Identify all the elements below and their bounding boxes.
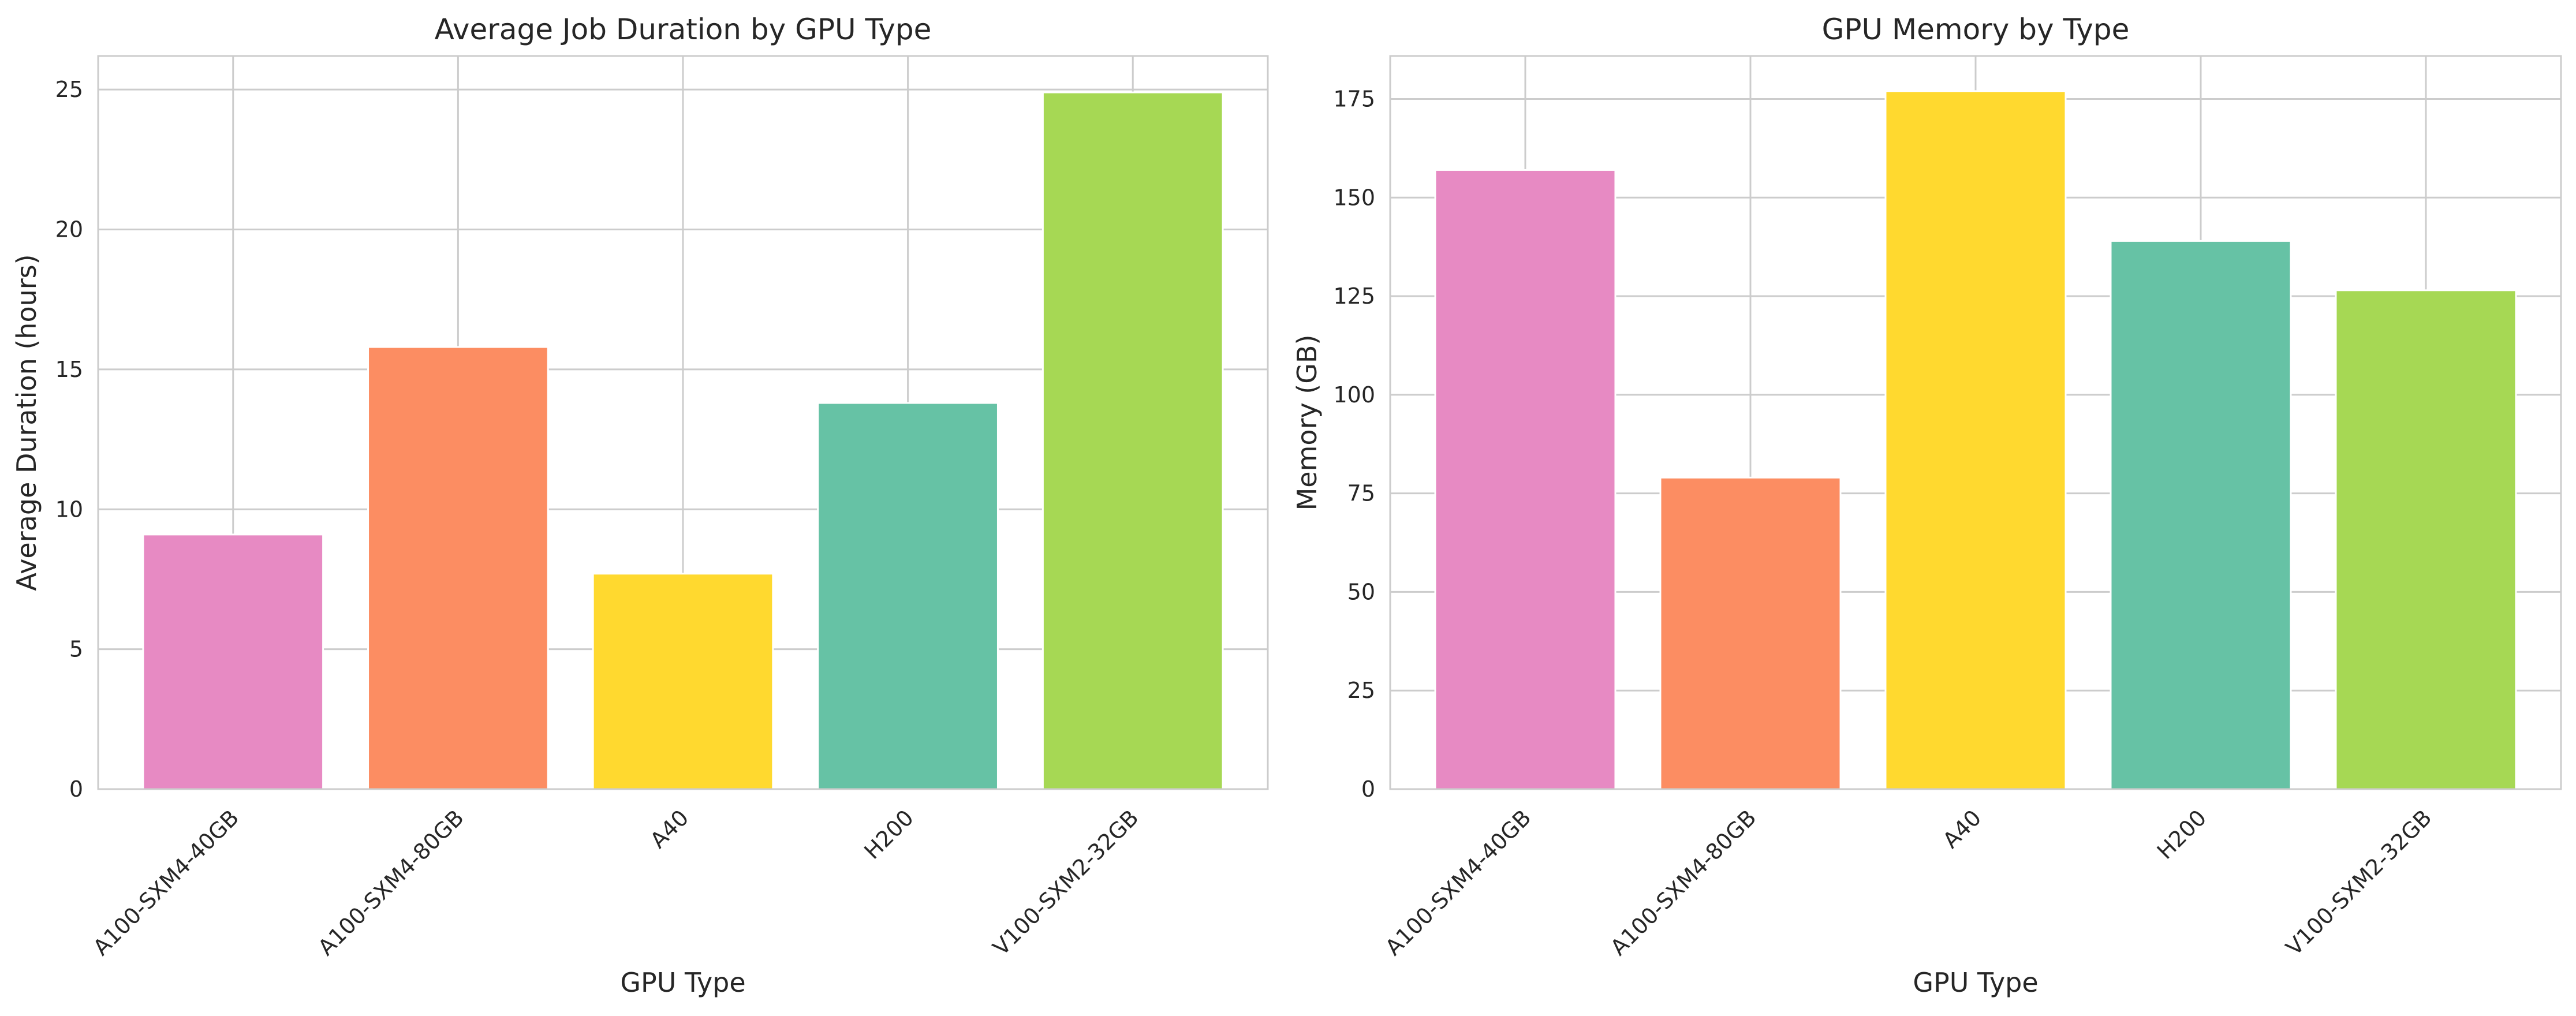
duration-bar [1041,91,1224,790]
memory-y-tick-label: 175 [1333,86,1375,111]
duration-bar [592,573,774,790]
memory-chart-title: GPU Memory by Type [1822,13,2130,46]
memory-y-axis-label: Memory (GB) [1291,335,1323,511]
memory-x-axis-label: GPU Type [1913,967,2038,998]
duration-y-tick-label: 0 [69,776,83,802]
duration-y-tick-label: 20 [55,217,83,242]
memory-y-tick-label: 75 [1347,481,1375,506]
memory-y-tick-label: 150 [1333,185,1375,210]
memory-bar [1884,90,2067,790]
memory-bar [1434,169,1616,790]
memory-bar [2110,240,2292,790]
duration-y-tick-label: 25 [55,77,83,102]
duration-y-tick-label: 15 [55,357,83,382]
memory-y-tick-label: 50 [1347,579,1375,604]
memory-y-tick-label: 0 [1361,776,1375,802]
duration-plot-frame [97,55,1269,790]
duration-x-axis-label: GPU Type [620,967,745,998]
memory-bar [2335,289,2517,790]
memory-y-tick-label: 125 [1333,283,1375,309]
memory-bar [1659,476,1842,790]
duration-bar [817,402,999,790]
duration-bar [142,533,324,790]
duration-y-tick-label: 10 [55,496,83,522]
memory-plot-frame [1389,55,2562,790]
memory-y-tick-label: 100 [1333,382,1375,408]
duration-y-axis-label: Average Duration (hours) [11,254,42,591]
duration-y-tick-label: 5 [69,637,83,662]
duration-bars [142,91,1224,790]
duration-bar [367,346,549,790]
memory-bars [1434,90,2517,790]
memory-y-tick-label: 25 [1347,678,1375,703]
duration-chart-title: Average Job Duration by GPU Type [435,13,932,46]
